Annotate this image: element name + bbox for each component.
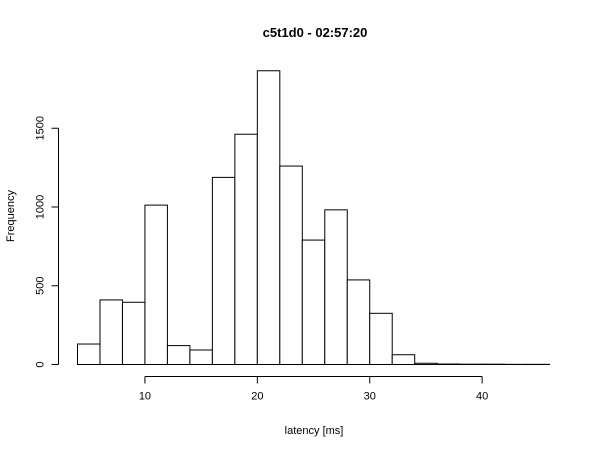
y-axis: 0 500 1000 1500 <box>35 116 59 368</box>
histogram-bar-11 <box>324 209 348 365</box>
y-tick-label-3: 1500 <box>35 116 47 140</box>
x-axis: 10 20 30 40 <box>139 376 488 403</box>
histogram-bar-7 <box>234 133 258 365</box>
x-tick-label-0: 10 <box>139 391 151 403</box>
y-tick-label-0: 0 <box>35 361 47 367</box>
histogram-bar-2 <box>121 301 146 366</box>
histogram-bar-15 <box>414 362 438 365</box>
histogram-bar-12 <box>346 279 371 365</box>
histogram-bar-1 <box>99 299 123 365</box>
histogram-bar-13 <box>369 312 393 365</box>
x-tick-label-2: 30 <box>364 391 376 403</box>
histogram-bar-6 <box>211 176 236 365</box>
histogram-bar-8 <box>256 70 281 365</box>
x-axis-label: latency [ms] <box>285 425 344 437</box>
y-axis-label: Frequency <box>5 190 17 242</box>
chart-title: c5t1d0 - 02:57:20 <box>263 25 368 40</box>
histogram-bar-14 <box>391 354 416 365</box>
histogram-bar-0 <box>77 343 101 365</box>
histogram-bar-9 <box>279 165 303 365</box>
histogram-bar-5 <box>189 349 213 366</box>
histogram-bar-3 <box>144 204 168 365</box>
y-tick-label-1: 500 <box>35 277 47 295</box>
x-tick-label-1: 20 <box>251 391 263 403</box>
histogram-bar-4 <box>166 345 191 366</box>
x-tick-label-3: 40 <box>476 391 488 403</box>
histogram-bar-10 <box>301 239 326 365</box>
y-tick-label-2: 1000 <box>35 195 47 219</box>
histogram-bars <box>77 70 551 366</box>
